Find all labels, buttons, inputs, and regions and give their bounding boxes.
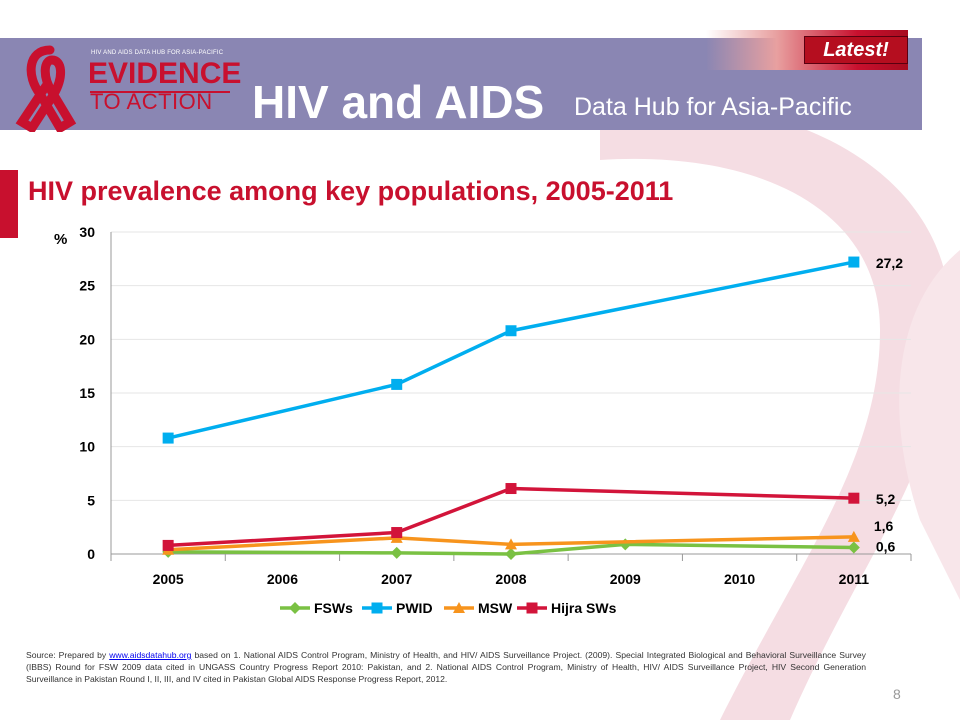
legend-entry: Hijra SWs — [551, 600, 617, 616]
y-tick-label: 0 — [87, 546, 95, 562]
y-axis-label: % — [54, 231, 67, 248]
data-label: 27,2 — [876, 255, 903, 271]
data-point — [848, 492, 860, 504]
x-tick-label: 2010 — [724, 571, 755, 587]
source-link[interactable]: www.aidsdatahub.org — [109, 650, 192, 660]
data-label: 5,2 — [876, 491, 896, 507]
latest-banner: Latest! — [706, 30, 908, 70]
source-note: Source: Prepared by www.aidsdatahub.org … — [26, 649, 866, 685]
y-tick-label: 25 — [79, 278, 95, 294]
legend-entry: MSW — [478, 600, 513, 616]
evidence-to-action-logo[interactable]: HIV AND AIDS DATA HUB FOR ASIA-PACIFIC E… — [10, 42, 242, 132]
data-label: 0,6 — [876, 539, 896, 555]
series-line — [167, 260, 855, 440]
data-point — [848, 256, 860, 268]
title-accent-bar — [0, 170, 18, 238]
y-tick-label: 5 — [87, 492, 95, 508]
data-point — [505, 548, 517, 560]
latest-button[interactable]: Latest! — [804, 36, 908, 64]
source-text: based on 1. National AIDS Control Progra… — [26, 650, 866, 684]
data-point — [162, 539, 174, 551]
series-group: 0,6 27,2 1,6 5,2 — [162, 255, 903, 560]
chart-title: HIV prevalence among key populations, 20… — [28, 176, 674, 206]
logo-action-text: TO ACTION — [90, 89, 213, 114]
red-ribbon-icon — [15, 45, 77, 132]
y-tick-label: 10 — [79, 439, 95, 455]
logo-divider — [90, 91, 230, 93]
series-line — [168, 535, 854, 552]
data-point — [391, 378, 403, 390]
y-tick-label: 15 — [79, 385, 95, 401]
line-chart: % 0 5 10 15 20 25 30 2005 2006 2007 2008 2009 2010 20… — [54, 224, 912, 616]
logo-evidence-text: EVIDENCE — [88, 57, 242, 90]
data-point — [526, 602, 538, 614]
data-point — [847, 541, 860, 554]
data-point — [371, 602, 383, 614]
y-tick-label: 30 — [79, 224, 95, 240]
data-point — [847, 530, 860, 542]
data-point — [289, 602, 301, 614]
x-tick-label: 2007 — [381, 571, 412, 587]
logo-tagline: HIV AND AIDS DATA HUB FOR ASIA-PACIFIC — [91, 50, 224, 56]
x-tick-label: 2011 — [839, 571, 870, 587]
x-tick-label: 2006 — [267, 571, 298, 587]
header-title: HIV and AIDS — [252, 76, 545, 128]
data-point — [505, 483, 517, 495]
legend-entry: FSWs — [314, 600, 353, 616]
data-point — [453, 602, 465, 613]
data-label: 1,6 — [874, 518, 894, 534]
x-tick-label: 2005 — [153, 571, 184, 587]
data-point — [391, 527, 403, 539]
page-number: 8 — [893, 686, 901, 702]
header-subtitle: Data Hub for Asia-Pacific — [574, 93, 852, 121]
series-line — [168, 486, 854, 548]
y-tick-label: 20 — [79, 331, 95, 347]
data-point — [162, 432, 174, 444]
legend-entry: PWID — [396, 600, 433, 616]
data-point — [505, 538, 517, 550]
source-prefix: Source: Prepared by — [26, 650, 110, 660]
gridlines — [111, 231, 911, 501]
axes: 0 5 10 15 20 25 30 2005 2006 2007 2008 2009 2010 2011 — [79, 224, 912, 587]
x-tick-label: 2009 — [610, 571, 641, 587]
x-tick-label: 2008 — [495, 571, 526, 587]
data-point — [390, 546, 403, 559]
data-point — [505, 325, 517, 337]
legend: FSWs PWID MSW Hijra SWs — [280, 600, 617, 616]
